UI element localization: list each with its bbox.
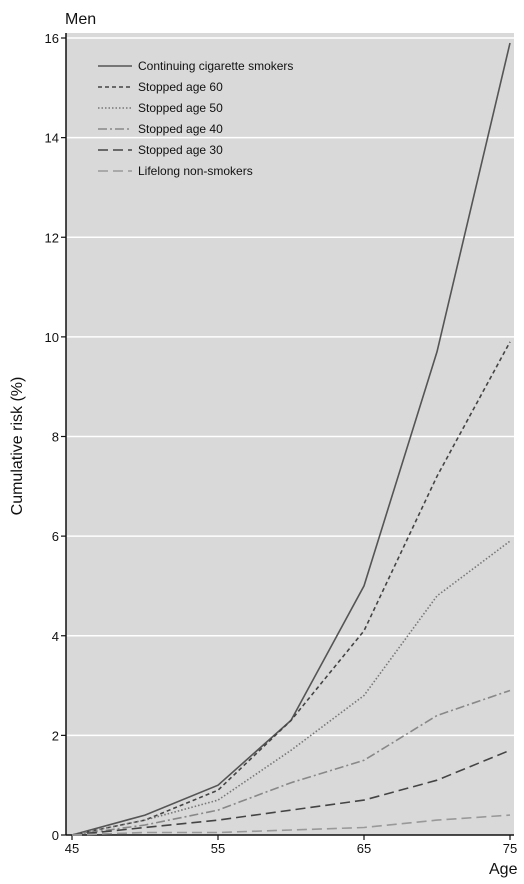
y-tick-label-0: 0	[52, 828, 59, 843]
legend-label-3: Stopped age 40	[138, 122, 223, 136]
plot-background	[66, 33, 514, 835]
legend-label-0: Continuing cigarette smokers	[138, 59, 293, 73]
y-tick-label-6: 12	[45, 230, 59, 245]
series-lines	[71, 42, 511, 836]
y-tick-label-8: 16	[45, 31, 59, 46]
y-tick-label-7: 14	[45, 131, 59, 146]
y-tick-label-5: 10	[45, 330, 59, 345]
y-axis-label: Cumulative risk (%)	[9, 377, 26, 516]
tick-labels: 0 2 4 6 8 10 12 14 16 45 55 65 75	[45, 31, 518, 856]
series-line-2	[71, 540, 511, 836]
x-tick-label-0: 45	[65, 841, 79, 856]
y-tick-label-2: 4	[52, 629, 59, 644]
x-tick-label-3: 75	[503, 841, 517, 856]
legend: Continuing cigarette smokers Stopped age …	[98, 59, 293, 178]
y-tick-label-3: 6	[52, 529, 59, 544]
x-axis-label: Age	[489, 861, 518, 878]
legend-label-5: Lifelong non-smokers	[138, 164, 253, 178]
series-line-1	[71, 341, 511, 836]
x-tick-label-1: 55	[211, 841, 225, 856]
series-line-4	[71, 749, 511, 836]
y-tick-label-4: 8	[52, 430, 59, 445]
series-line-5	[71, 814, 511, 836]
legend-label-1: Stopped age 60	[138, 80, 223, 94]
legend-label-2: Stopped age 50	[138, 101, 223, 115]
axes	[65, 33, 514, 836]
chart-title: Men	[65, 11, 96, 28]
legend-label-4: Stopped age 30	[138, 143, 223, 157]
series-line-3	[71, 689, 511, 836]
y-tick-label-1: 2	[52, 728, 59, 743]
x-tick-label-2: 65	[357, 841, 371, 856]
gridlines	[66, 37, 514, 737]
